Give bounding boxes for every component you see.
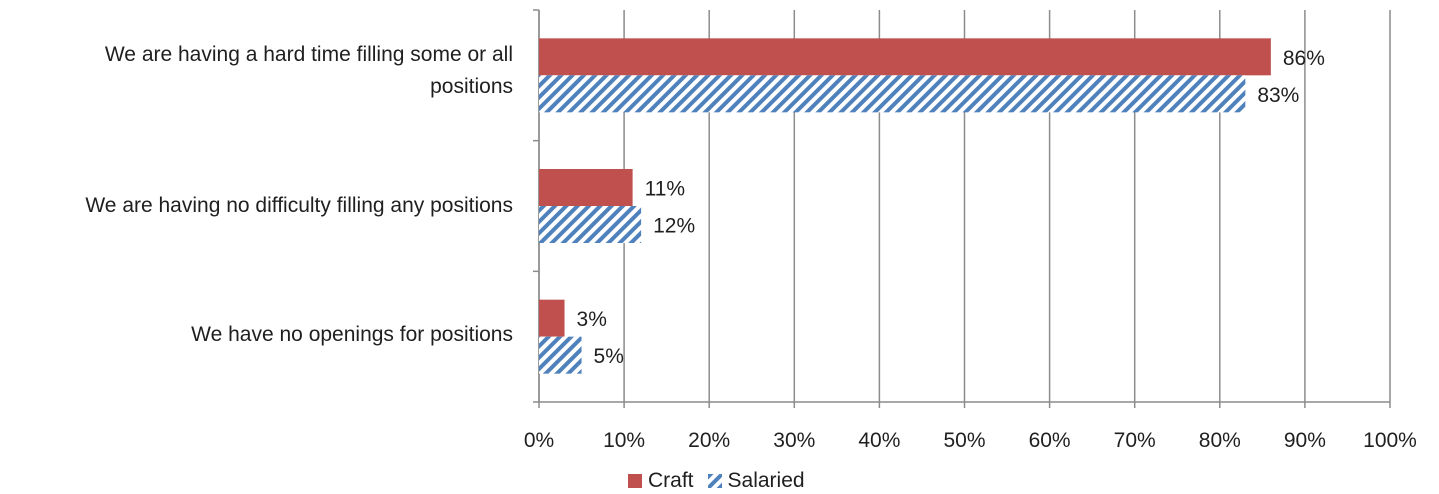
category-label-2: We are having no difficulty filling any … <box>0 190 513 222</box>
bar-salaried-3 <box>539 336 582 374</box>
x-tick-label: 20% <box>688 429 730 452</box>
legend-item-salaried: Salaried <box>707 469 805 493</box>
x-tick-label: 50% <box>943 429 985 452</box>
category-label-3: We have no openings for positions <box>0 319 513 351</box>
data-label-salaried-2: 12% <box>653 215 695 238</box>
x-tick-label: 30% <box>773 429 815 452</box>
data-label-craft-1: 86% <box>1283 47 1325 70</box>
legend-swatch-salaried <box>707 474 722 488</box>
data-label-salaried-3: 5% <box>594 345 624 368</box>
legend-label-salaried: Salaried <box>727 469 805 492</box>
legend-item-craft: Craft <box>628 469 694 493</box>
legend-label-craft: Craft <box>648 469 694 492</box>
category-label-1-line-1: We are having a hard time filling some o… <box>104 43 513 66</box>
category-label-1-line-2: positions <box>430 75 513 98</box>
legend: Craft Salaried <box>628 468 819 494</box>
x-tick-label: 70% <box>1114 429 1156 452</box>
x-tick-label: 40% <box>858 429 900 452</box>
bar-craft-3 <box>539 299 565 337</box>
x-tick-label: 90% <box>1284 429 1326 452</box>
data-label-craft-2: 11% <box>645 178 685 201</box>
category-label-2-line-1: We are having no difficulty filling any … <box>85 194 513 217</box>
data-label-salaried-1: 83% <box>1257 84 1299 107</box>
x-tick-label: 60% <box>1029 429 1071 452</box>
legend-swatch-craft <box>628 474 642 488</box>
x-tick-label: 10% <box>603 429 645 452</box>
bar-salaried-1 <box>539 75 1246 113</box>
category-label-1: We are having a hard time filling some o… <box>0 39 513 103</box>
bar-craft-2 <box>539 169 633 206</box>
x-tick-label: 0% <box>524 429 554 452</box>
bar-craft-1 <box>539 38 1271 76</box>
x-tick-label: 100% <box>1363 429 1417 452</box>
bar-salaried-2 <box>539 206 642 243</box>
category-label-3-line-1: We have no openings for positions <box>191 323 513 346</box>
x-tick-label: 80% <box>1199 429 1241 452</box>
data-label-craft-3: 3% <box>577 308 607 331</box>
